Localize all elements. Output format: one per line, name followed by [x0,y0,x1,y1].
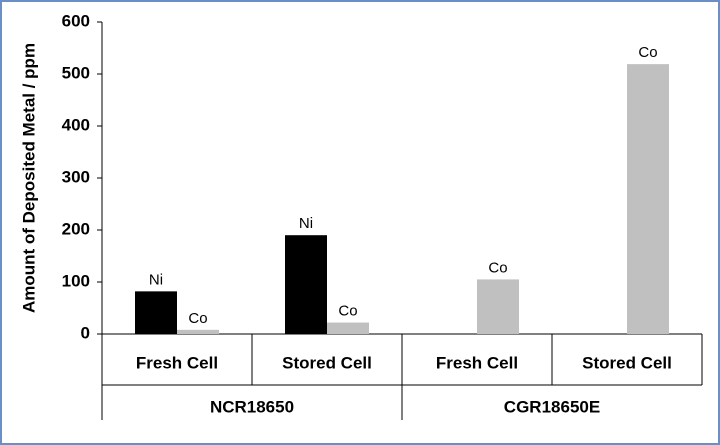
bar [135,291,177,334]
y-tick-label: 600 [62,11,90,30]
group-label: CGR18650E [504,397,600,416]
x-tick-label: Stored Cell [582,353,672,372]
x-tick-label: Stored Cell [282,353,372,372]
bar-label: Co [188,310,207,327]
bar-label: Co [638,44,657,61]
x-tick-label: Fresh Cell [436,353,518,372]
y-tick-label: 300 [62,167,90,186]
y-tick-label: 200 [62,219,90,238]
bar [477,279,519,334]
bar-label: Ni [299,215,313,232]
y-axis-label: Amount of Deposited Metal / ppm [19,43,38,313]
y-tick-label: 500 [62,63,90,82]
y-tick-label: 100 [62,271,90,290]
group-label: NCR18650 [210,397,294,416]
bar [285,235,327,334]
bar-label: Co [338,303,357,320]
bar-label: Co [488,259,507,276]
x-tick-label: Fresh Cell [136,353,218,372]
bar-label: Ni [149,271,163,288]
y-tick-label: 0 [81,323,90,342]
bar [177,329,219,334]
bar [627,64,669,335]
bar [327,322,369,334]
y-tick-label: 400 [62,115,90,134]
